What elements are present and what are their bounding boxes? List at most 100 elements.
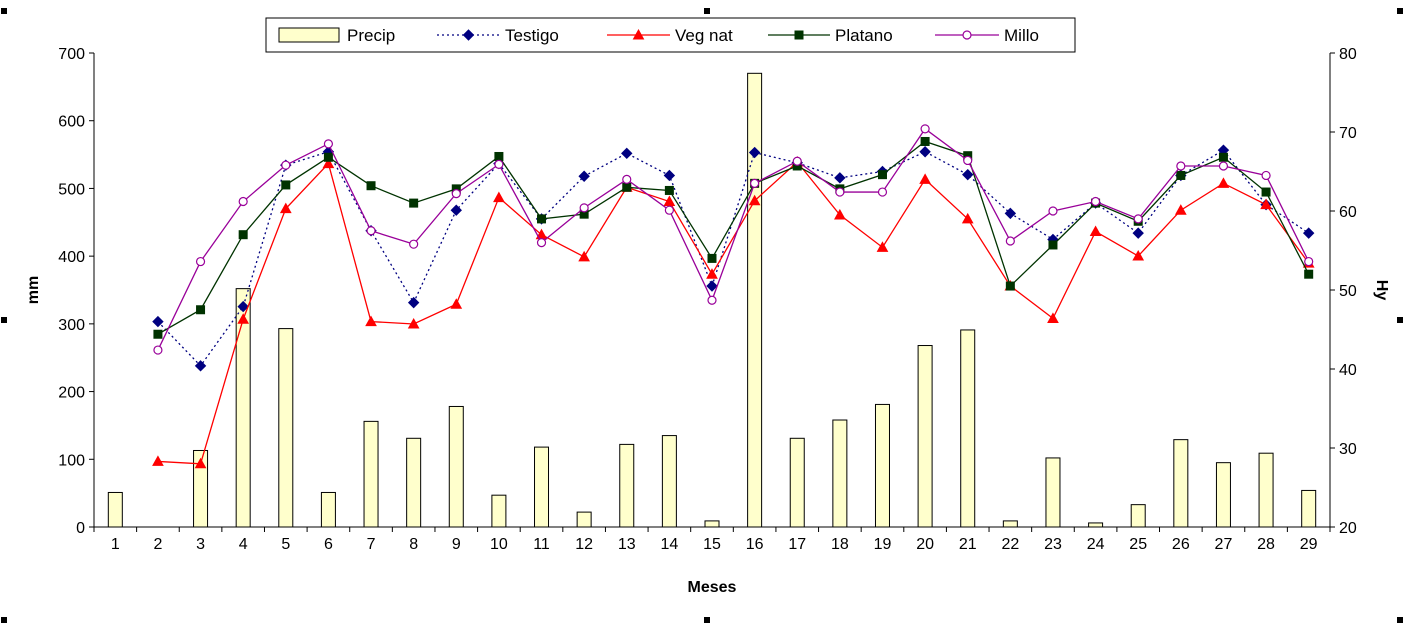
millo-point [1090, 196, 1101, 207]
precip-bar [832, 419, 848, 528]
x-tick-label: 16 [746, 536, 764, 553]
y2-tick-label: 70 [1339, 125, 1357, 142]
testigo-point [1004, 207, 1017, 220]
x-tick-label: 13 [618, 536, 636, 553]
testigo-point [962, 168, 974, 181]
frame-handle [1397, 617, 1403, 623]
y2-tick-label: 20 [1339, 520, 1357, 537]
y-tick-label: 700 [58, 46, 85, 63]
veg-nat-point [493, 191, 505, 203]
x-tick-label: 6 [324, 536, 333, 553]
x-tick-label: 5 [281, 536, 290, 553]
frame-handle [1397, 8, 1403, 14]
frame-handle [1, 317, 7, 323]
precip-bar [534, 446, 550, 528]
millo-point [963, 155, 973, 166]
veg-nat-point [1089, 225, 1102, 237]
precip-bar [1258, 452, 1274, 528]
platano-point [196, 305, 206, 315]
testigo-point [834, 172, 846, 184]
veg-nat-point [1047, 312, 1059, 323]
legend-marker-testigo [462, 29, 475, 41]
veg-nat-point [1132, 250, 1145, 261]
platano-point [366, 181, 376, 191]
precip-bar [1301, 489, 1317, 528]
x-tick-label: 26 [1172, 536, 1190, 553]
testigo-point [663, 169, 676, 182]
y-tick-label: 200 [58, 385, 85, 402]
precip-bar [1088, 522, 1104, 528]
precip-bar [917, 345, 933, 528]
platano-point [664, 185, 674, 195]
precip-bar [789, 437, 805, 528]
millo-point [494, 159, 504, 169]
veg-nat-point [834, 208, 846, 220]
millo-point [835, 187, 845, 197]
millo-point [707, 295, 717, 305]
x-axis-title: Meses [688, 579, 737, 596]
platano-point [1005, 281, 1015, 291]
millo-point [1218, 161, 1229, 171]
legend-marker-veg-nat [632, 28, 645, 40]
millo-point [323, 139, 334, 149]
platano-line [157, 140, 1310, 335]
y2-tick-label: 40 [1339, 362, 1357, 379]
veg-nat-point [663, 195, 676, 207]
legend-marker-millo [962, 30, 972, 40]
precip-bar [406, 437, 422, 528]
x-tick-label: 21 [959, 536, 977, 553]
frame-handle [704, 8, 710, 14]
y2-tick-label: 80 [1339, 46, 1357, 63]
millo-point [366, 226, 376, 236]
veg-nat-line [157, 161, 1310, 465]
veg-nat-point [365, 315, 377, 327]
veg-nat-point [450, 298, 463, 309]
millo-point [579, 203, 589, 213]
precip-bar [491, 494, 507, 528]
y-tick-label: 300 [58, 317, 85, 334]
testigo-point [407, 296, 420, 309]
veg-nat-point [1260, 198, 1272, 210]
y2-tick-label: 50 [1339, 283, 1357, 300]
precip-bar [1002, 520, 1018, 528]
veg-nat-point [748, 194, 761, 206]
x-tick-label: 25 [1129, 536, 1147, 553]
millo-point [1304, 256, 1314, 267]
veg-nat-point [1174, 204, 1187, 215]
legend-marker-platano [794, 30, 804, 40]
precip-bar [576, 511, 592, 528]
veg-nat-point [876, 241, 889, 252]
testigo-point [578, 170, 590, 182]
testigo-point [450, 204, 462, 216]
legend-label-veg-nat: Veg nat [675, 26, 733, 45]
legend-label-platano: Platano [835, 26, 893, 45]
precip-bar [363, 420, 379, 528]
veg-nat-point [919, 173, 931, 184]
platano-point [707, 253, 717, 263]
x-tick-label: 8 [409, 536, 418, 553]
millo-point [281, 160, 291, 170]
platano-point [1048, 240, 1058, 250]
x-tick-label: 11 [533, 536, 550, 553]
millo-point [409, 239, 419, 249]
x-tick-label: 17 [788, 536, 806, 553]
precip-bar [619, 443, 635, 528]
platano-point [281, 180, 291, 190]
platano-point [537, 214, 547, 224]
y-tick-label: 100 [58, 452, 85, 469]
frame-handle [704, 617, 710, 623]
millo-point [622, 174, 632, 184]
platano-point [877, 170, 887, 180]
millo-point [451, 189, 461, 199]
veg-nat-point [706, 268, 718, 279]
testigo-point [706, 280, 718, 292]
legend-label-precip: Precip [347, 26, 395, 45]
millo-point [536, 238, 547, 248]
precip-bar [661, 435, 677, 528]
veg-nat-point [194, 457, 207, 469]
precip-bar [278, 328, 294, 528]
veg-nat-point [578, 250, 590, 262]
x-tick-label: 24 [1087, 536, 1105, 553]
millo-point [1176, 161, 1186, 171]
y2-tick-label: 30 [1339, 441, 1357, 458]
